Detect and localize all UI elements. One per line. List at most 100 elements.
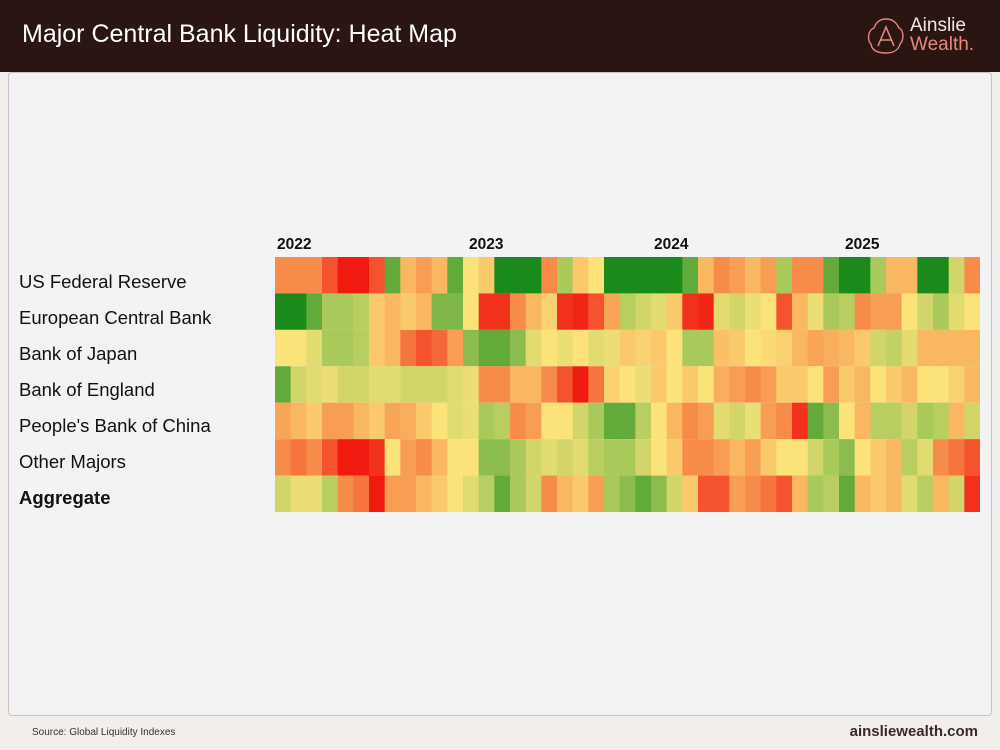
- heatmap-cell: [431, 293, 448, 330]
- heatmap-cell: [400, 293, 417, 330]
- heatmap-cell: [275, 475, 292, 512]
- heatmap-cell: [290, 439, 307, 476]
- heatmap-cell: [557, 257, 574, 294]
- heatmap-cell: [651, 257, 668, 294]
- heatmap-cell: [792, 439, 809, 476]
- heatmap-cell: [384, 366, 401, 403]
- heatmap-cell: [698, 329, 715, 367]
- heatmap-cell: [416, 329, 433, 367]
- heatmap-cell: [494, 293, 511, 330]
- heatmap-cell: [604, 475, 621, 512]
- heatmap-cell: [776, 402, 793, 440]
- heatmap-cell: [651, 329, 668, 367]
- heatmap-cell: [447, 366, 464, 403]
- row-label: Aggregate: [19, 487, 111, 508]
- heatmap-cell: [588, 293, 605, 330]
- heatmap-cell: [337, 475, 354, 512]
- heatmap-cell: [901, 439, 918, 476]
- heatmap-cell: [353, 402, 370, 440]
- heatmap-cell: [588, 439, 605, 476]
- heatmap-cell: [510, 439, 527, 476]
- heatmap-cell: [635, 329, 652, 367]
- logo-line1: Ainslie: [910, 15, 966, 36]
- row-label: People's Bank of China: [19, 415, 211, 436]
- heatmap-cell: [572, 293, 589, 330]
- heatmap-cell: [948, 366, 965, 403]
- heatmap-cell: [416, 402, 433, 440]
- heatmap-cell: [416, 475, 433, 512]
- heatmap-cell: [619, 402, 636, 440]
- heatmap-cell: [557, 475, 574, 512]
- heatmap-cell: [447, 439, 464, 476]
- heatmap-cell: [698, 475, 715, 512]
- heatmap-cell: [901, 475, 918, 512]
- heatmap-cell: [572, 439, 589, 476]
- heatmap-cell: [478, 293, 495, 330]
- heatmap-cell: [807, 257, 824, 294]
- heatmap-cell: [322, 329, 339, 367]
- heatmap-cell: [478, 329, 495, 367]
- heatmap-cell: [431, 439, 448, 476]
- heatmap-cell: [322, 439, 339, 476]
- heatmap-cell: [306, 475, 323, 512]
- heatmap-cell: [823, 439, 840, 476]
- heatmap-cell: [431, 402, 448, 440]
- heatmap-cell: [416, 293, 433, 330]
- heatmap-cell: [839, 257, 856, 294]
- heatmap-cell: [416, 439, 433, 476]
- heatmap-cell: [557, 293, 574, 330]
- heatmap-cell: [290, 475, 307, 512]
- row-label: US Federal Reserve: [19, 271, 187, 292]
- heatmap-cell: [384, 293, 401, 330]
- heatmap-cell: [510, 329, 527, 367]
- heatmap-cell: [604, 366, 621, 403]
- heatmap-cell: [933, 293, 950, 330]
- heatmap-cell: [463, 402, 480, 440]
- ainslie-wealth-logo: Ainslie Wealth.: [866, 14, 986, 58]
- heatmap-cell: [698, 257, 715, 294]
- heatmap-cell: [854, 329, 871, 367]
- heatmap-cell: [447, 293, 464, 330]
- heatmap-cell: [776, 293, 793, 330]
- heatmap-cell: [964, 402, 980, 440]
- heatmap-cell: [839, 366, 856, 403]
- heatmap-cell: [682, 402, 699, 440]
- heatmap-cell: [604, 439, 621, 476]
- heatmap-cell: [698, 366, 715, 403]
- heatmap-cell: [651, 475, 668, 512]
- heatmap-cell: [901, 293, 918, 330]
- row-label: Bank of England: [19, 379, 155, 400]
- heatmap-cell: [729, 439, 746, 476]
- heatmap-cell: [745, 402, 762, 440]
- heatmap-cell: [525, 366, 542, 403]
- heatmap-cell: [901, 402, 918, 440]
- heatmap-cell: [807, 329, 824, 367]
- heatmap-cell: [463, 257, 480, 294]
- heatmap-cell: [353, 366, 370, 403]
- heatmap-cell: [651, 402, 668, 440]
- page-title: Major Central Bank Liquidity: Heat Map: [22, 20, 457, 48]
- heatmap-cell: [322, 293, 339, 330]
- heatmap-cell: [275, 439, 292, 476]
- heatmap-cell: [839, 439, 856, 476]
- heatmap-cell: [948, 257, 965, 294]
- heatmap-cell: [682, 475, 699, 512]
- heatmap-cell: [510, 402, 527, 440]
- heatmap-cell: [964, 366, 980, 403]
- heatmap-cell: [807, 366, 824, 403]
- heatmap-cell: [619, 475, 636, 512]
- heatmap-cell: [353, 257, 370, 294]
- heatmap-cell: [275, 402, 292, 440]
- heatmap-cell: [651, 293, 668, 330]
- heatmap-cell: [494, 475, 511, 512]
- heatmap-cell: [306, 439, 323, 476]
- heatmap-cell: [275, 329, 292, 367]
- heatmap-cell: [306, 257, 323, 294]
- heatmap-cell: [666, 293, 683, 330]
- heatmap-cell: [290, 257, 307, 294]
- heatmap-cell: [933, 366, 950, 403]
- heatmap-cell: [353, 329, 370, 367]
- heatmap-cell: [290, 402, 307, 440]
- heatmap-cell: [369, 366, 386, 403]
- heatmap-cell: [870, 293, 887, 330]
